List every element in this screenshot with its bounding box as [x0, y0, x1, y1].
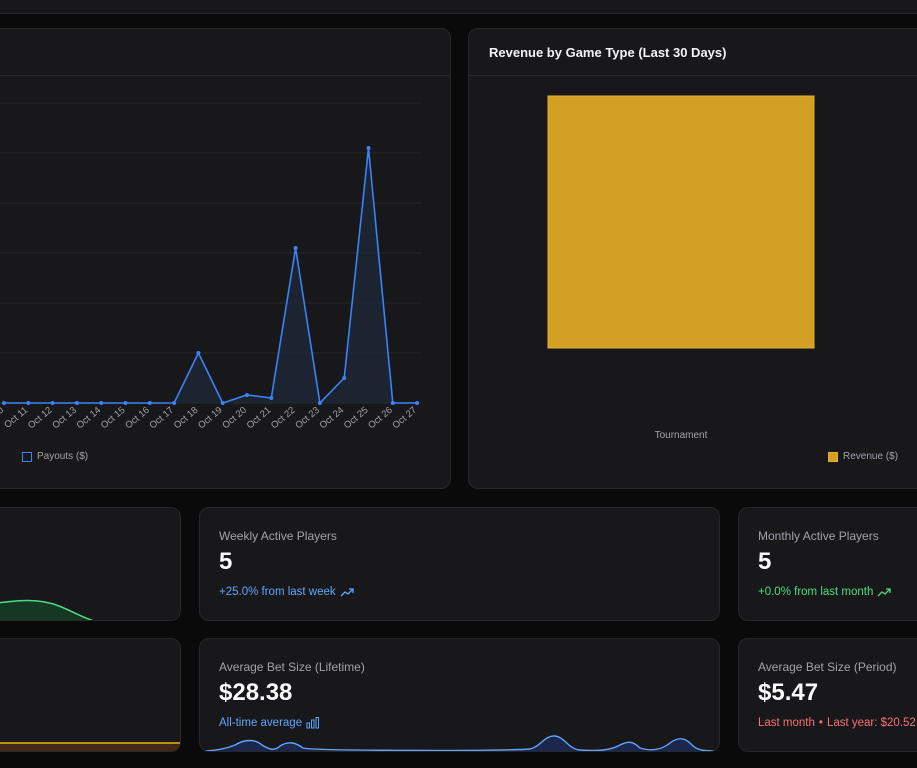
x-tick-label: Oct 14: [75, 405, 104, 431]
revenue-stat-card-left: [0, 638, 181, 752]
revenue-legend[interactable]: Revenue ($): [828, 451, 898, 462]
x-tick-label: Oct 20: [220, 405, 249, 431]
x-tick-label: Oct 27: [391, 405, 420, 431]
x-tick-label: Oct 19: [196, 405, 225, 431]
x-tick-label: Oct 13: [50, 405, 79, 431]
data-point: [342, 376, 347, 380]
revenue-chart-title: Revenue by Game Type (Last 30 Days): [489, 45, 727, 60]
stat-comparison: Last month • Last year: $20.52: [758, 717, 916, 729]
x-tick-label: Oct 24: [318, 405, 347, 431]
data-point: [26, 401, 31, 405]
stat-label: Average Bet Size (Period): [758, 660, 897, 674]
x-tick-label: Oct 16: [123, 405, 152, 431]
x-tick-label: Oct 18: [172, 405, 201, 431]
data-point: [415, 401, 420, 405]
card-divider: [0, 75, 450, 76]
x-tick-label: Oct 17: [148, 405, 177, 431]
x-tick-label: Oct 12: [26, 405, 55, 431]
stat-trend: All-time average: [219, 717, 320, 729]
payouts-line: [4, 147, 418, 405]
stat-value: $5.47: [758, 679, 819, 706]
payouts-area: [4, 148, 418, 403]
data-point: [220, 401, 225, 405]
payouts-legend[interactable]: Payouts ($): [22, 451, 88, 462]
yellow-sparkline: [0, 742, 180, 751]
avg-bet-lifetime-card: Average Bet Size (Lifetime) $28.38 All-t…: [199, 638, 720, 752]
legend-swatch: [22, 451, 32, 462]
x-tick-label: Oct 26: [366, 405, 395, 431]
monthly-active-players-card: Monthly Active Players 5 +0.0% from last…: [738, 507, 917, 621]
data-point: [172, 401, 177, 405]
stat-label: Weekly Active Players: [219, 529, 337, 543]
data-point: [50, 401, 55, 405]
top-bar: [0, 0, 917, 14]
bar-chart-icon: [306, 717, 320, 729]
trending-up-icon: [340, 588, 354, 597]
data-point: [390, 401, 395, 405]
data-point: [245, 393, 249, 397]
stat-trend: +0.0% from last month: [758, 586, 892, 598]
x-tick-label: Oct 11: [2, 405, 30, 431]
legend-swatch: [828, 451, 838, 462]
data-point: [2, 401, 6, 405]
stat-trend: +25.0% from last week: [219, 586, 354, 598]
x-tick-label: Oct 22: [269, 405, 298, 431]
x-tick-label: Oct 15: [99, 405, 128, 431]
card-divider: [469, 75, 917, 76]
data-point: [269, 396, 274, 400]
x-tick-label: Tournament: [655, 430, 708, 441]
revenue-bar-chart[interactable]: Tournament: [469, 29, 917, 489]
trending-up-icon: [877, 588, 892, 597]
weekly-active-players-card: Weekly Active Players 5 +25.0% from last…: [199, 507, 720, 621]
active-players-card-left: [0, 507, 181, 621]
stat-label: Monthly Active Players: [758, 529, 879, 543]
comparison-separator: •: [818, 717, 823, 729]
blue-sparkline: [200, 735, 719, 751]
stat-value: 5: [758, 548, 772, 575]
data-point: [74, 401, 79, 405]
stat-value: $28.38: [219, 679, 293, 706]
legend-label: Revenue ($): [843, 451, 899, 462]
comparison-part2: Last year: $20.52: [826, 717, 916, 729]
x-tick-label: Oct 21: [245, 405, 274, 431]
legend-label: Payouts ($): [37, 451, 89, 462]
x-tick-label: Oct 10: [0, 405, 6, 431]
trend-text: +0.0% from last month: [758, 586, 874, 598]
x-tick-label: Oct 23: [293, 405, 322, 431]
comparison-part1: Last month: [758, 717, 815, 729]
revenue-bar: [547, 95, 815, 349]
data-point: [147, 401, 152, 405]
data-point: [123, 401, 128, 405]
trend-text: All-time average: [219, 717, 303, 729]
data-point: [196, 351, 201, 355]
revenue-chart-card: Revenue by Game Type (Last 30 Days) Tour…: [468, 28, 917, 489]
green-sparkline: [0, 599, 94, 620]
avg-bet-period-card: Average Bet Size (Period) $5.47 Last mon…: [738, 638, 917, 752]
stat-value: 5: [219, 548, 233, 575]
data-point: [366, 146, 371, 150]
data-point: [99, 401, 104, 405]
data-point: [293, 246, 298, 250]
x-tick-label: Oct 25: [342, 405, 371, 431]
stat-label: Average Bet Size (Lifetime): [219, 660, 365, 674]
data-point: [317, 401, 322, 405]
trend-text: +25.0% from last week: [219, 586, 336, 598]
